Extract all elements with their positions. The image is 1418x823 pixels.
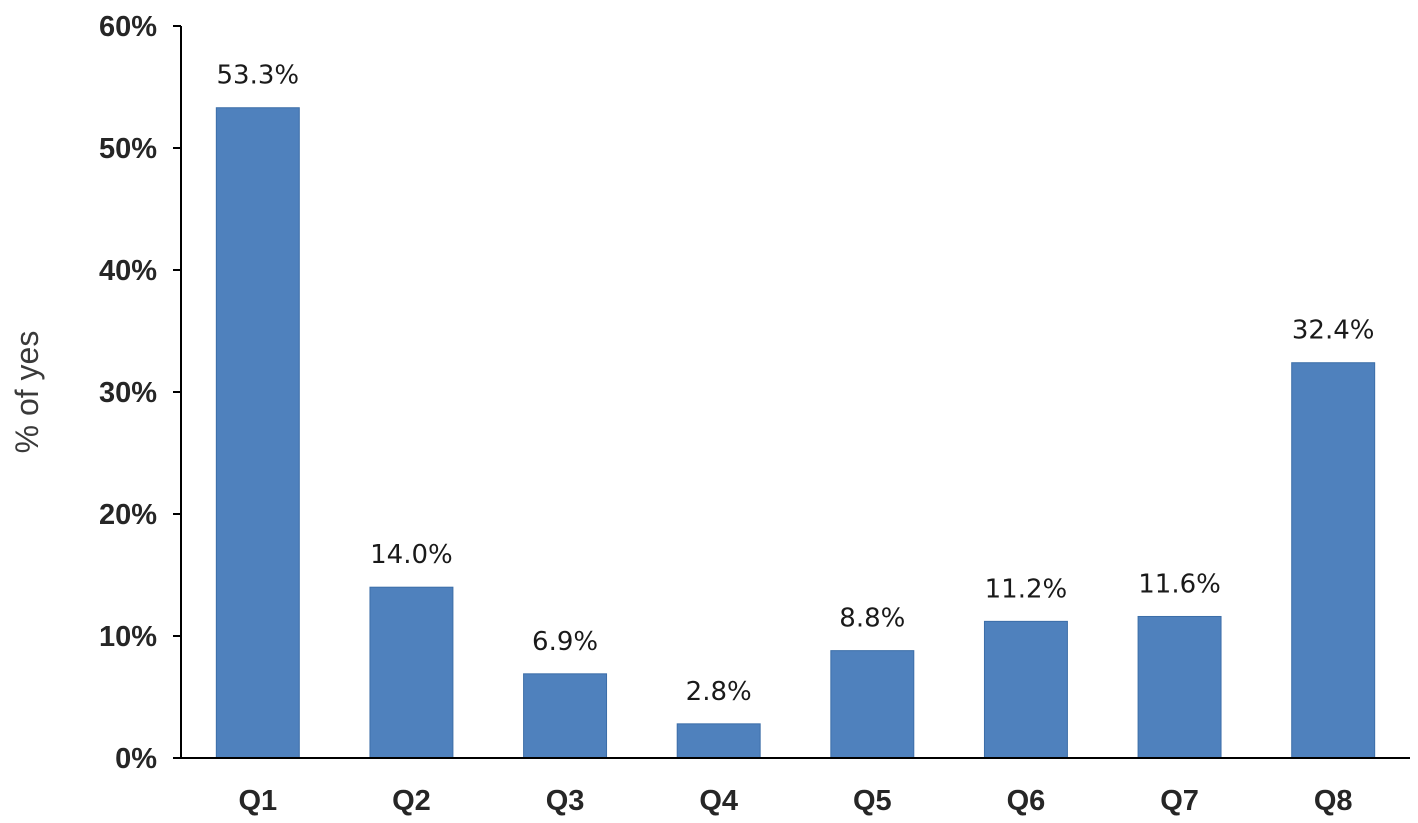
x-tick-label-q4: Q4 xyxy=(699,785,738,817)
y-tick-label: 30% xyxy=(99,377,157,409)
x-tick-label-q3: Q3 xyxy=(546,785,585,817)
y-tick-label: 10% xyxy=(99,621,157,653)
bar-q3 xyxy=(523,673,608,759)
data-label-q6: 11.2% xyxy=(985,574,1068,604)
x-tick-label-q5: Q5 xyxy=(853,785,892,817)
bar-q7 xyxy=(1137,615,1222,759)
data-label-q1: 53.3% xyxy=(217,61,300,91)
bar-q4 xyxy=(676,723,761,759)
bars xyxy=(215,107,1376,759)
x-tick-label-q6: Q6 xyxy=(1007,785,1046,817)
bar-q1 xyxy=(215,107,300,759)
y-tick-label: 20% xyxy=(99,499,157,531)
y-tick-label: 60% xyxy=(99,11,157,43)
data-label-q8: 32.4% xyxy=(1292,316,1375,346)
data-label-q5: 8.8% xyxy=(839,604,905,634)
x-tick-label-q8: Q8 xyxy=(1314,785,1353,817)
data-label-q7: 11.6% xyxy=(1138,569,1221,599)
bar-q2 xyxy=(369,586,454,759)
data-label-q2: 14.0% xyxy=(370,540,453,570)
bar-q8 xyxy=(1291,362,1376,759)
y-axis-ticks: 0% 10% 20% 30% 40% 50% 60% xyxy=(99,11,181,775)
data-labels: 53.3% 14.0% 6.9% 2.8% 8.8% 11.2% 11.6% 32.4% xyxy=(217,61,1375,707)
data-label-q4: 2.8% xyxy=(686,677,752,707)
x-tick-label-q1: Q1 xyxy=(238,785,277,817)
x-tick-label-q7: Q7 xyxy=(1160,785,1199,817)
y-axis-title: % of yes xyxy=(9,331,45,454)
axes xyxy=(180,26,1410,759)
bar-q5 xyxy=(830,650,915,759)
x-axis-labels: Q1 Q2 Q3 Q4 Q5 Q6 Q7 Q8 xyxy=(238,785,1352,817)
y-tick-label: 50% xyxy=(99,133,157,165)
y-tick-label: 0% xyxy=(115,743,157,775)
bar-q6 xyxy=(983,620,1068,759)
data-label-q3: 6.9% xyxy=(532,627,598,657)
y-tick-label: 40% xyxy=(99,255,157,287)
x-tick-label-q2: Q2 xyxy=(392,785,431,817)
